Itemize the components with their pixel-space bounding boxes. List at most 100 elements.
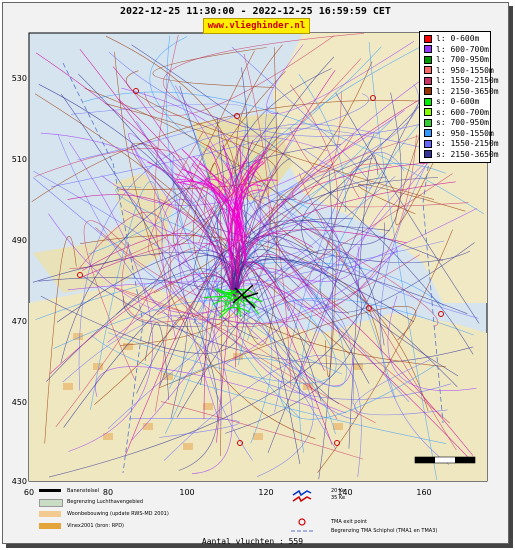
flight-count: Aantal vluchten : 559 [201,537,304,546]
flight-track [33,170,314,477]
tma-boundary-label: Begrenzing TMA Schiphol (TMA1 en TMA3) [331,528,438,534]
flight-track [289,91,342,173]
flight-track [83,276,474,365]
tma-exit-label: TMA exit point [331,519,368,525]
flight-track [79,49,236,302]
flight-track [153,61,373,294]
flight-track [233,219,443,302]
legend-label: s: 2150-3650m [436,149,499,159]
flight-track [237,158,262,243]
legend-label: s: 700-950m [436,118,489,127]
y-axis-tick-label: 470 [12,317,27,326]
legend-swatch [424,139,432,148]
legend-label: l: 950-1550m [436,65,494,75]
flight-track [123,209,359,282]
y-axis-tick-label: 530 [12,74,27,83]
flight-track [68,141,153,452]
flight-track [91,334,447,444]
flight-track [83,220,135,380]
legend-item: s: 2150-3650m [420,150,499,161]
flight-track [126,70,434,200]
legend-swatch [424,66,432,74]
flight-track [264,106,479,319]
legend-item: l: 0-600m [420,34,490,45]
legend-label: s: 0-600m [436,97,480,106]
flight-track [212,300,227,312]
urban-area [203,403,213,410]
flight-track [234,261,325,371]
flight-track [81,242,238,302]
flight-track [131,44,474,355]
brand-badge[interactable]: www.vlieghinder.nl [203,18,310,34]
flight-track [354,359,448,416]
x-axis-tick-label: 160 [416,488,431,497]
flight-track [57,134,451,400]
flight-track [236,44,319,255]
flight-track [221,175,238,246]
flight-track [278,365,436,420]
flight-track [301,176,459,377]
x-axis-tick-label: 80 [103,488,113,497]
flight-track [112,66,236,302]
flight-track [228,162,265,236]
flight-track [216,117,236,302]
legend-label: s: 950-1550m [436,128,494,138]
flight-track [67,194,236,302]
flight-track [131,144,233,474]
flight-track [34,93,244,346]
flight-track [387,295,477,392]
flight-track [168,247,376,424]
map-legend-bottom: Banenstelsel Begrenzing Luchthavengebied… [33,485,487,535]
flight-track [78,127,448,391]
legend-swatch [424,76,432,85]
legend-item: l: 1550-2150m [420,76,499,87]
map-frame: 60 80 100 120 140 160 530 510 490 470 450 430 2022-… [2,2,509,544]
flight-track [319,133,475,313]
tma-boundary [62,62,444,474]
flight-track [83,91,484,215]
flight-track [206,111,279,340]
tma-exit-point [366,305,372,311]
flight-track [234,68,332,288]
flight-track [235,159,248,243]
legend-label: s: 600-700m [436,107,489,117]
flight-track [108,51,422,137]
flight-track [179,85,340,405]
flight-track [173,244,399,325]
flight-track [246,123,410,403]
flight-track [164,122,247,434]
flight-track [217,208,236,302]
flight-track [358,183,466,215]
flight-track [289,92,402,245]
flight-track [245,47,278,346]
vinex-label: Vinex2001 (bron: RPD) [67,523,124,529]
legend-swatch [424,34,432,43]
vinex-swatch [39,523,61,529]
flight-track [253,195,363,340]
flight-track [95,53,270,301]
legend-label: l: 600-700m [436,44,489,54]
scale-bar-segment [415,457,435,463]
legend-swatch [424,118,432,127]
urban-area [93,363,103,370]
flight-track [292,128,469,208]
flight-track [203,276,236,420]
tma-exit-icon [298,518,306,526]
legend-label: s: 1550-2150m [436,139,499,148]
flight-track [230,229,407,302]
urban-area [183,443,193,450]
flight-track [88,46,382,255]
flight-track [274,152,405,413]
legend-swatch [424,97,432,106]
legend-label: l: 700-950m [436,55,489,64]
flight-track [32,177,358,419]
flight-track [234,70,336,302]
x-axis-tick-label: 60 [24,488,34,497]
urban-area [103,433,113,440]
legend-swatch [424,108,432,116]
runway [242,292,259,299]
flight-track [40,295,245,354]
legend-swatch [424,87,432,95]
flight-track [217,288,246,307]
flight-track [233,256,415,323]
